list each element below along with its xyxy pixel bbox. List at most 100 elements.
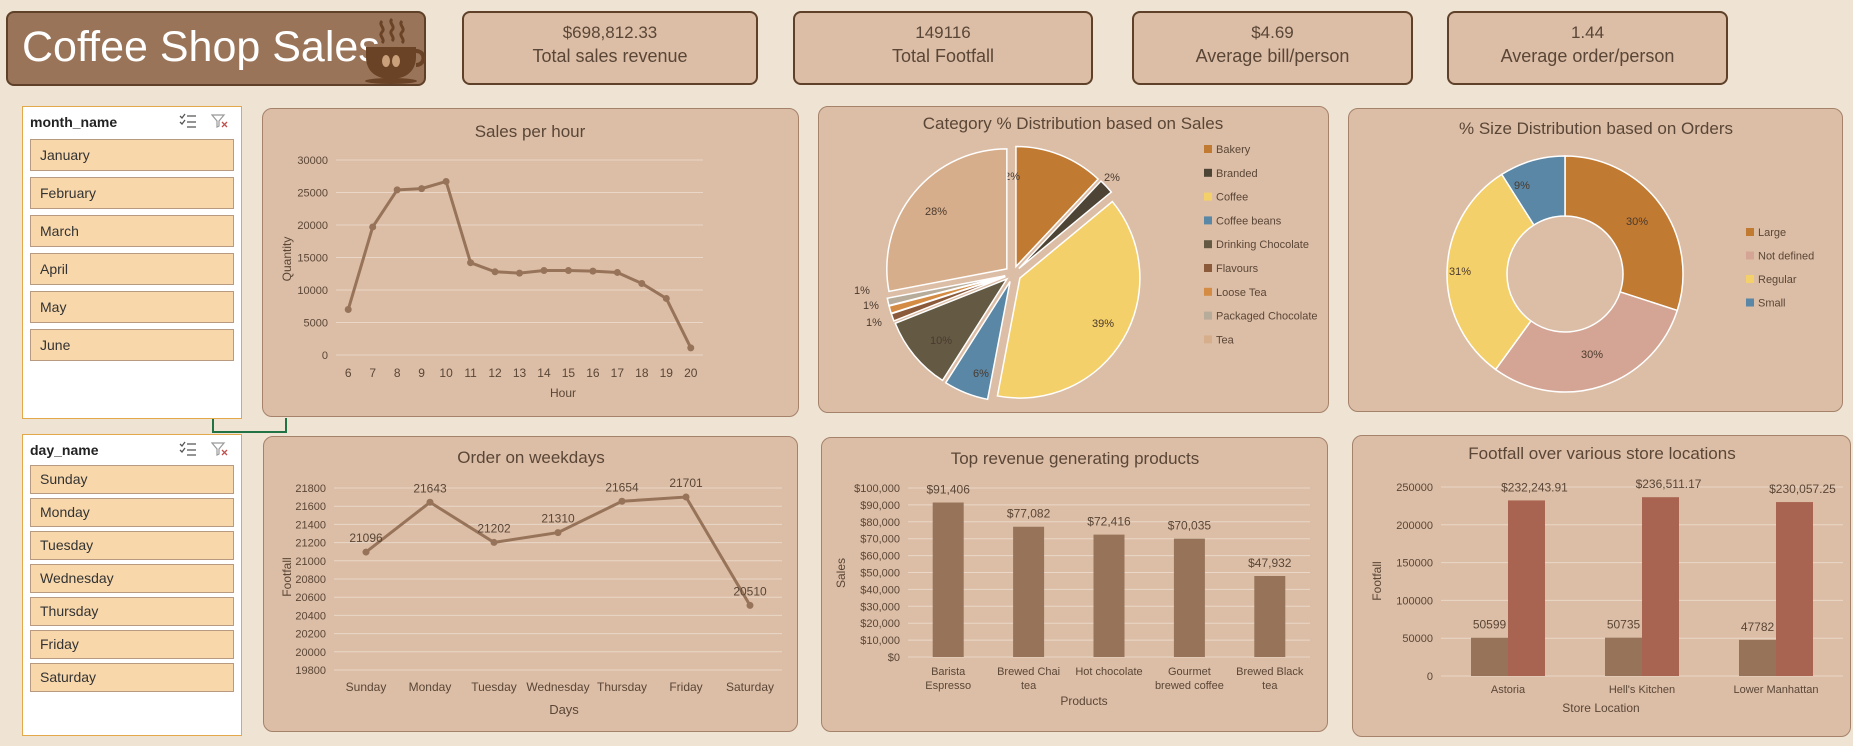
kpi-value: $698,812.33 xyxy=(562,23,658,42)
chart-title: % Size Distribution based on Orders xyxy=(1459,119,1733,138)
y-tick-label: $70,000 xyxy=(860,534,900,546)
y-tick-label: 20000 xyxy=(295,647,326,659)
y-tick-label: 25000 xyxy=(297,188,328,200)
bar xyxy=(1739,639,1776,676)
data-point xyxy=(442,177,450,185)
x-tick-label: Barista xyxy=(931,666,966,678)
data-point xyxy=(687,344,695,352)
chart-title: Top revenue generating products xyxy=(951,449,1200,468)
slicer-item-wednesday[interactable]: Wednesday xyxy=(30,564,234,593)
data-point xyxy=(638,280,646,287)
slicer-item-march[interactable]: March xyxy=(30,215,234,247)
data-point xyxy=(682,493,690,501)
data-point xyxy=(426,498,434,506)
legend-label: Drinking Chocolate xyxy=(1216,239,1309,251)
legend-swatch xyxy=(1204,192,1212,201)
legend-label: Loose Tea xyxy=(1216,287,1267,299)
x-tick-label: 6 xyxy=(345,366,352,380)
data-label: 20510 xyxy=(733,584,767,598)
legend-label: Bakery xyxy=(1216,144,1251,156)
pie-slice xyxy=(1015,145,1100,269)
data-point xyxy=(540,267,548,274)
slicer-item-sunday[interactable]: Sunday xyxy=(30,465,234,494)
clear-filter-icon[interactable] xyxy=(211,113,229,129)
x-tick-label: 12 xyxy=(488,366,502,380)
x-tick-label: Tuesday xyxy=(471,680,517,694)
y-tick-label: 250000 xyxy=(1396,482,1433,494)
slicer-item-april[interactable]: April xyxy=(30,253,234,285)
legend-label: Coffee beans xyxy=(1216,215,1282,227)
pie-slice xyxy=(894,277,1009,382)
legend-swatch xyxy=(1746,275,1754,283)
legend-swatch xyxy=(1746,251,1754,260)
slicer-item-saturday[interactable]: Saturday xyxy=(30,663,234,692)
y-tick-label: 5000 xyxy=(304,318,328,330)
x-tick-label: 13 xyxy=(513,366,527,380)
order-on-weekdays-panel: Order on weekdays 19800 20000 20200 20400 206… xyxy=(263,436,798,732)
data-label: $236,511.17 xyxy=(1636,477,1702,491)
y-tick-label: $80,000 xyxy=(860,517,900,529)
y-tick-label: 21200 xyxy=(295,538,326,550)
x-tick-label: 18 xyxy=(635,366,649,380)
sales-per-hour-panel: Sales per hour 0 5000 10000 15000 20000 25000 3… xyxy=(262,108,799,417)
data-label: $230,057.25 xyxy=(1769,482,1836,496)
slicer-item-tuesday[interactable]: Tuesday xyxy=(30,531,234,560)
data-point xyxy=(662,294,670,302)
slicer-item-january[interactable]: January xyxy=(30,139,234,171)
multi-select-icon[interactable] xyxy=(179,441,197,457)
slicer-item-thursday[interactable]: Thursday xyxy=(30,597,234,626)
x-tick-label: Astoria xyxy=(1491,684,1526,696)
coffee-cup-icon xyxy=(365,17,426,84)
data-label: 21096 xyxy=(349,531,383,545)
bar xyxy=(1173,538,1205,657)
y-tick-label: $40,000 xyxy=(860,584,900,596)
category-distribution-chart: Category % Distribution based on Sales12… xyxy=(854,114,1318,401)
slicer-item-june[interactable]: June xyxy=(30,329,234,361)
data-point xyxy=(554,529,562,537)
slicer-item-may[interactable]: May xyxy=(30,291,234,323)
clear-filter-icon[interactable] xyxy=(211,441,229,457)
donut-slice xyxy=(1500,155,1566,227)
x-axis-label: Store Location xyxy=(1562,701,1639,715)
multi-select-icon[interactable] xyxy=(179,113,197,129)
order-on-weekdays-chart: Order on weekdays 19800 20000 20200 20400 206… xyxy=(280,448,782,717)
x-tick-label: brewed coffee xyxy=(1155,680,1224,692)
day-slicer: day_name Sunday Monday Tuesday Wednesday Thu… xyxy=(22,434,242,736)
legend-label: Small xyxy=(1758,298,1786,310)
y-tick-label: 150000 xyxy=(1396,558,1433,570)
data-label: 50599 xyxy=(1473,618,1507,632)
x-tick-label: 19 xyxy=(660,366,674,380)
slice-label: 30% xyxy=(1626,216,1648,228)
slice-label: 28% xyxy=(925,206,947,218)
legend-label: Flavours xyxy=(1216,263,1259,275)
data-point xyxy=(746,601,754,609)
y-tick-label: 20800 xyxy=(295,574,326,586)
y-tick-label: 20600 xyxy=(295,592,326,604)
legend-swatch xyxy=(1746,228,1754,236)
data-point xyxy=(362,548,370,556)
x-tick-label: Wednesday xyxy=(526,680,589,694)
bar xyxy=(1605,637,1642,676)
donut-slice xyxy=(1494,290,1679,393)
dashboard-title: Coffee Shop Sales xyxy=(22,23,380,71)
pie-slice xyxy=(996,200,1141,399)
slicer-item-monday[interactable]: Monday xyxy=(30,498,234,527)
y-axis-label: Footfall xyxy=(1370,561,1384,600)
x-tick-label: 16 xyxy=(586,366,600,380)
y-tick-label: $90,000 xyxy=(860,500,900,512)
y-tick-label: 20200 xyxy=(295,629,326,641)
size-distribution-panel: % Size Distribution based on Orders 30% 30… xyxy=(1348,108,1843,412)
x-axis-label: Days xyxy=(549,702,579,717)
data-label: 21654 xyxy=(605,480,639,494)
legend-label: Coffee xyxy=(1216,192,1248,204)
slicer-item-february[interactable]: February xyxy=(30,177,234,209)
x-tick-label: 11 xyxy=(464,366,477,380)
legend-label: Not defined xyxy=(1758,251,1814,263)
legend-swatch xyxy=(1204,311,1212,320)
slicer-item-friday[interactable]: Friday xyxy=(30,630,234,659)
bar xyxy=(1013,526,1045,657)
x-tick-label: 7 xyxy=(369,366,376,380)
x-tick-label: Brewed Chai xyxy=(997,666,1060,678)
x-tick-label: Friday xyxy=(669,680,702,694)
data-label: 47782 xyxy=(1741,620,1775,634)
